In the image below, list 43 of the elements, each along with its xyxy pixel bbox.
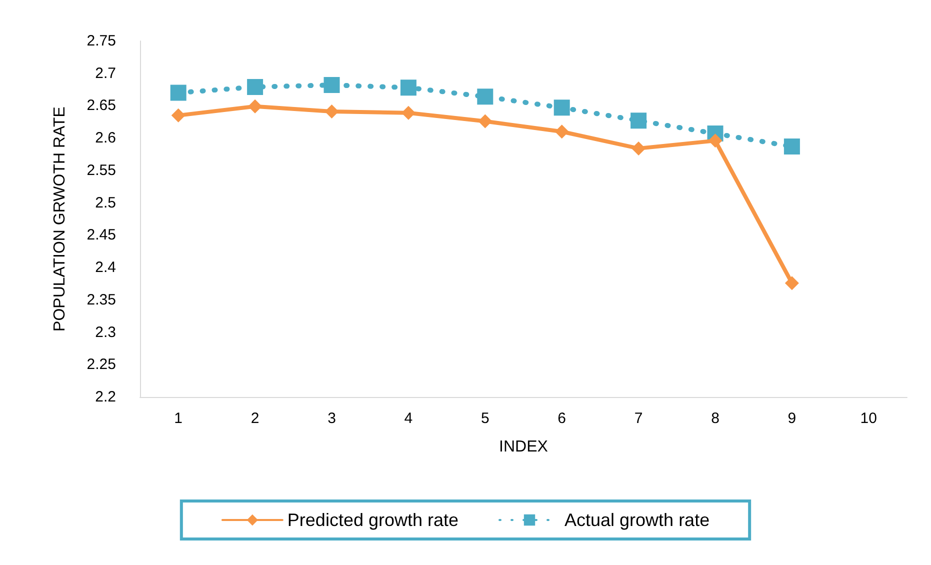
y-tick-label: 2.45 — [86, 226, 116, 244]
point — [247, 78, 264, 95]
point — [170, 84, 186, 101]
y-tick-label: 2.5 — [95, 194, 116, 212]
point — [401, 106, 416, 120]
point — [784, 276, 799, 290]
point — [708, 134, 722, 148]
y-tick-label: 2.65 — [86, 97, 116, 114]
y-tick-label: 2.4 — [95, 259, 116, 276]
y-tick-label: 2.35 — [86, 291, 116, 308]
legend-label: Actual growth rate — [564, 510, 710, 530]
x-tick-label: 4 — [404, 410, 413, 427]
y-tick-label: 2.7 — [95, 64, 116, 82]
x-tick-label: 10 — [860, 410, 877, 427]
y-tick-label: 2.25 — [86, 356, 116, 374]
y-axis-title: POPULATION GRWOTH RATE — [52, 106, 68, 332]
point — [171, 108, 186, 122]
point — [784, 138, 800, 155]
point — [630, 112, 647, 129]
x-tick-label: 7 — [634, 410, 643, 427]
point — [632, 141, 646, 156]
point — [248, 99, 262, 114]
point — [324, 104, 339, 119]
x-tick-label: 1 — [174, 410, 183, 427]
y-tick-label: 2.3 — [95, 324, 116, 341]
point — [478, 114, 492, 128]
x-tick-label: 5 — [480, 410, 490, 427]
legend-label: Predicted growth rate — [287, 510, 459, 530]
point — [477, 88, 494, 105]
y-tick-label: 2.6 — [95, 130, 116, 147]
y-tick-label: 2.55 — [86, 162, 116, 179]
point — [324, 77, 340, 94]
x-tick-label: 8 — [711, 410, 720, 427]
x-axis-title: INDEX — [499, 438, 548, 456]
x-tick-label: 3 — [328, 410, 336, 427]
point — [554, 124, 569, 139]
x-tick-label: 2 — [250, 410, 260, 427]
point — [554, 100, 570, 116]
point — [400, 80, 416, 96]
x-tick-label: 9 — [788, 410, 796, 427]
y-tick-label: 2.2 — [95, 388, 116, 406]
y-tick-label: 2.75 — [86, 32, 116, 50]
x-tick-label: 6 — [558, 410, 566, 427]
